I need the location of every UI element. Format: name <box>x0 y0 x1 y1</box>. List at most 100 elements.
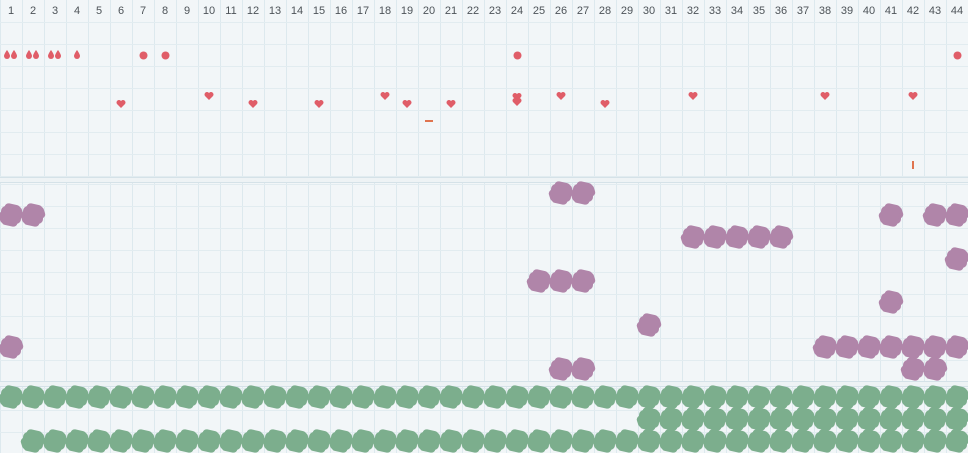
booked-cell[interactable] <box>529 272 549 290</box>
booked-cell[interactable] <box>881 293 901 311</box>
available-cell[interactable] <box>815 388 835 406</box>
available-cell[interactable] <box>1 388 21 406</box>
available-cell[interactable] <box>397 432 417 450</box>
available-cell[interactable] <box>903 432 923 450</box>
booked-cell[interactable] <box>705 228 725 246</box>
available-cell[interactable] <box>331 388 351 406</box>
available-cell[interactable] <box>221 388 241 406</box>
booked-cell[interactable] <box>925 206 945 224</box>
available-cell[interactable] <box>375 432 395 450</box>
available-cell[interactable] <box>287 388 307 406</box>
available-cell[interactable] <box>727 388 747 406</box>
available-cell[interactable] <box>67 432 87 450</box>
available-cell[interactable] <box>199 432 219 450</box>
available-cell[interactable] <box>705 432 725 450</box>
available-cell[interactable] <box>683 410 703 428</box>
available-cell[interactable] <box>89 432 109 450</box>
booked-cell[interactable] <box>1 338 21 356</box>
available-cell[interactable] <box>419 388 439 406</box>
available-cell[interactable] <box>331 432 351 450</box>
available-cell[interactable] <box>45 388 65 406</box>
booked-cell[interactable] <box>925 338 945 356</box>
available-cell[interactable] <box>353 388 373 406</box>
available-cell[interactable] <box>947 432 967 450</box>
available-cell[interactable] <box>947 410 967 428</box>
available-cell[interactable] <box>507 432 527 450</box>
booked-cell[interactable] <box>551 272 571 290</box>
available-cell[interactable] <box>529 432 549 450</box>
available-cell[interactable] <box>705 388 725 406</box>
available-cell[interactable] <box>859 388 879 406</box>
booked-cell[interactable] <box>837 338 857 356</box>
available-cell[interactable] <box>23 432 43 450</box>
available-cell[interactable] <box>749 410 769 428</box>
booked-cell[interactable] <box>639 316 659 334</box>
booked-cell[interactable] <box>771 228 791 246</box>
available-cell[interactable] <box>155 388 175 406</box>
available-cell[interactable] <box>485 432 505 450</box>
booked-cell[interactable] <box>947 338 967 356</box>
available-cell[interactable] <box>661 432 681 450</box>
booked-cell[interactable] <box>551 360 571 378</box>
available-cell[interactable] <box>903 388 923 406</box>
available-cell[interactable] <box>617 432 637 450</box>
available-cell[interactable] <box>639 388 659 406</box>
available-cell[interactable] <box>925 432 945 450</box>
available-cell[interactable] <box>771 410 791 428</box>
available-cell[interactable] <box>45 432 65 450</box>
available-cell[interactable] <box>485 388 505 406</box>
booked-cell[interactable] <box>573 360 593 378</box>
available-cell[interactable] <box>397 388 417 406</box>
available-cell[interactable] <box>793 410 813 428</box>
booked-cell[interactable] <box>573 184 593 202</box>
booked-cell[interactable] <box>903 360 923 378</box>
available-cell[interactable] <box>353 432 373 450</box>
available-cell[interactable] <box>551 388 571 406</box>
available-cell[interactable] <box>837 432 857 450</box>
booked-cell[interactable] <box>23 206 43 224</box>
available-cell[interactable] <box>727 432 747 450</box>
booked-cell[interactable] <box>947 250 967 268</box>
available-cell[interactable] <box>947 388 967 406</box>
booked-cell[interactable] <box>903 338 923 356</box>
booked-cell[interactable] <box>859 338 879 356</box>
available-cell[interactable] <box>793 388 813 406</box>
available-cell[interactable] <box>111 432 131 450</box>
booked-cell[interactable] <box>551 184 571 202</box>
available-cell[interactable] <box>507 388 527 406</box>
available-cell[interactable] <box>815 410 835 428</box>
available-cell[interactable] <box>243 388 263 406</box>
available-cell[interactable] <box>573 432 593 450</box>
booked-cell[interactable] <box>1 206 21 224</box>
available-cell[interactable] <box>133 388 153 406</box>
available-cell[interactable] <box>881 432 901 450</box>
available-cell[interactable] <box>925 410 945 428</box>
available-cell[interactable] <box>661 410 681 428</box>
available-cell[interactable] <box>793 432 813 450</box>
available-cell[interactable] <box>23 388 43 406</box>
available-cell[interactable] <box>837 410 857 428</box>
booked-cell[interactable] <box>749 228 769 246</box>
booked-cell[interactable] <box>573 272 593 290</box>
available-cell[interactable] <box>463 432 483 450</box>
available-cell[interactable] <box>199 388 219 406</box>
available-cell[interactable] <box>111 388 131 406</box>
available-cell[interactable] <box>727 410 747 428</box>
available-cell[interactable] <box>573 388 593 406</box>
booked-cell[interactable] <box>727 228 747 246</box>
available-cell[interactable] <box>265 388 285 406</box>
available-cell[interactable] <box>683 432 703 450</box>
available-cell[interactable] <box>463 388 483 406</box>
booked-cell[interactable] <box>683 228 703 246</box>
available-cell[interactable] <box>925 388 945 406</box>
available-cell[interactable] <box>89 388 109 406</box>
booked-cell[interactable] <box>947 206 967 224</box>
available-cell[interactable] <box>265 432 285 450</box>
available-cell[interactable] <box>309 388 329 406</box>
available-cell[interactable] <box>177 432 197 450</box>
available-cell[interactable] <box>177 388 197 406</box>
booked-cell[interactable] <box>925 360 945 378</box>
available-cell[interactable] <box>903 410 923 428</box>
available-cell[interactable] <box>551 432 571 450</box>
available-cell[interactable] <box>771 388 791 406</box>
